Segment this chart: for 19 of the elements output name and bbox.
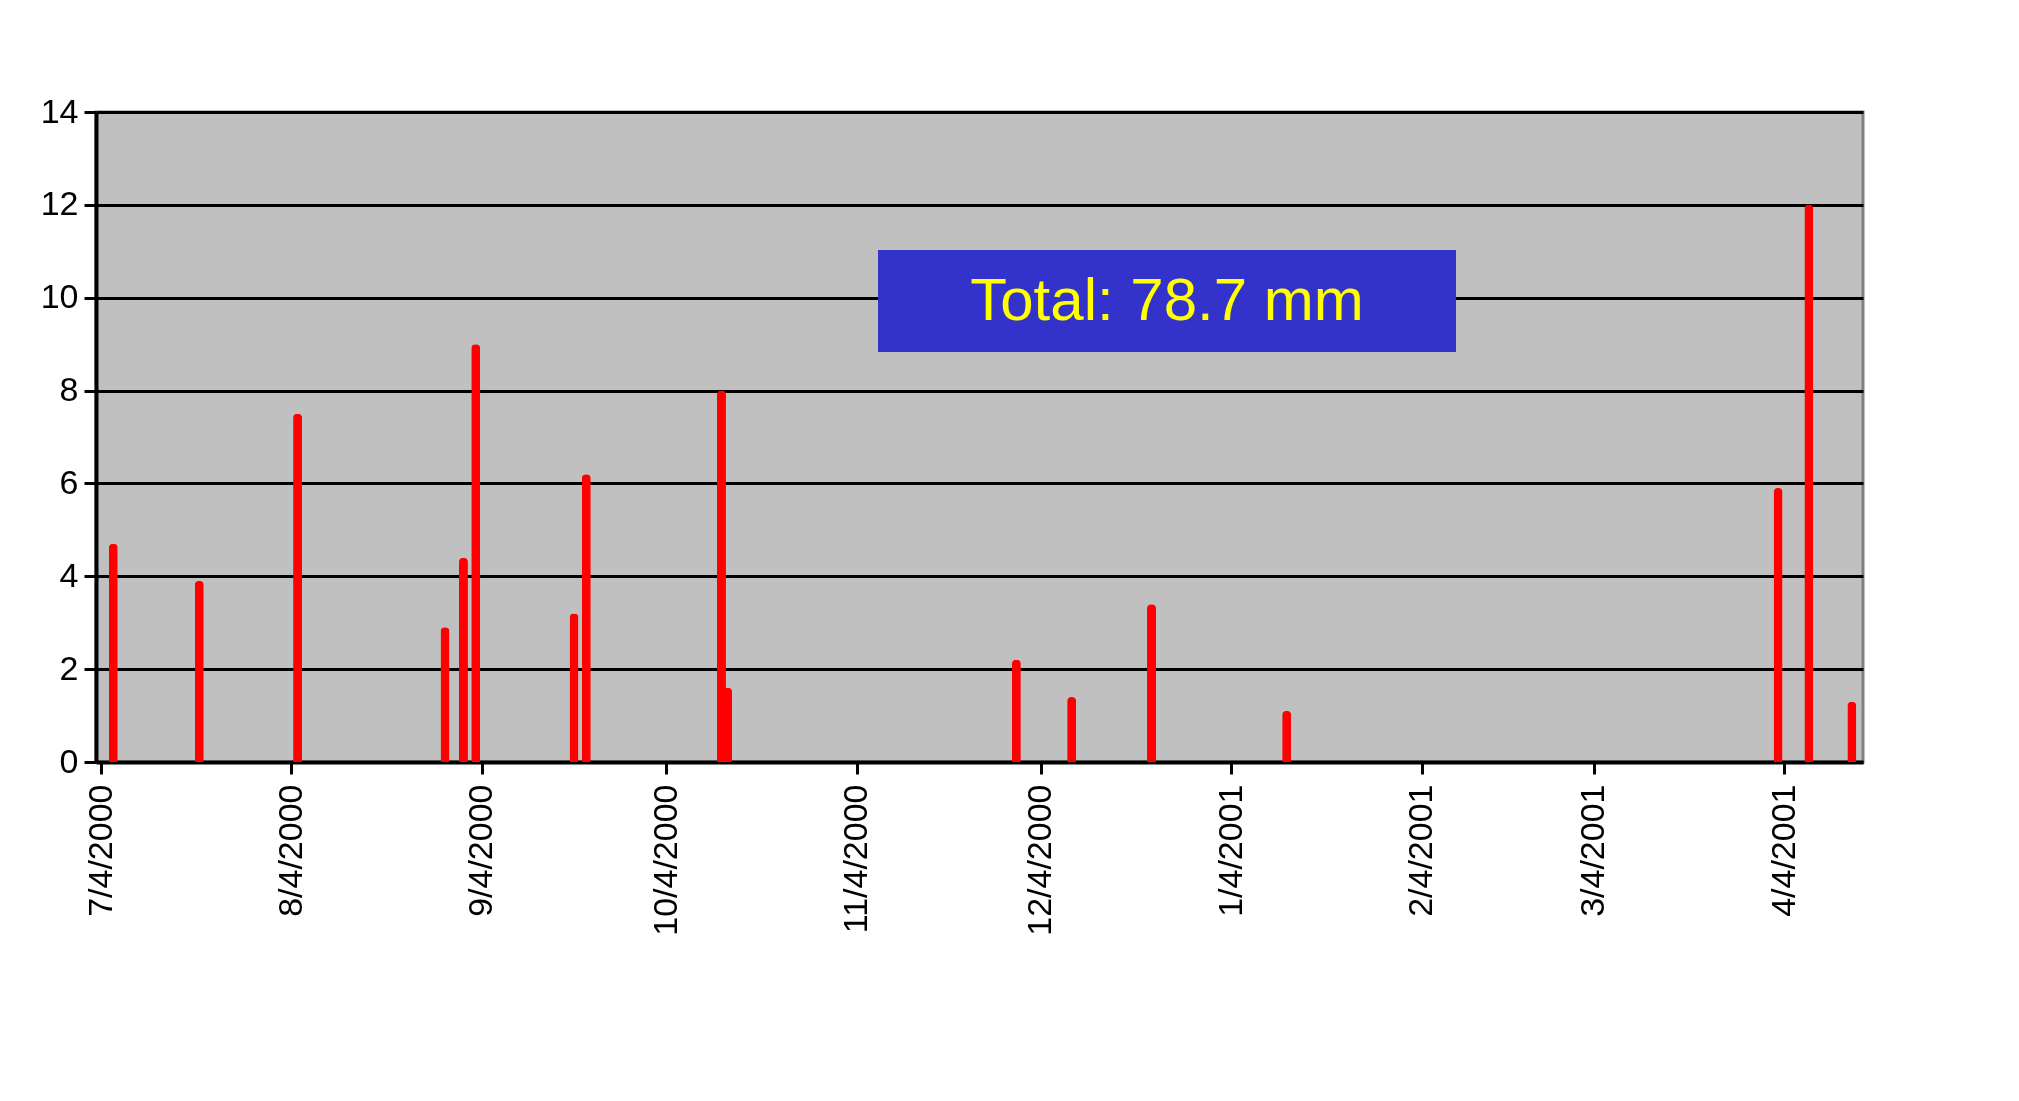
y-tick-label: 8 [59,370,79,409]
x-tick-label: 9/4/2000 [461,784,500,917]
x-tick-label: 10/4/2000 [645,784,684,936]
x-tick-label: 4/4/2001 [1763,784,1802,917]
x-tick-label: 11/4/2000 [836,784,875,934]
y-tick-label: 0 [59,741,79,780]
x-tick-label: 7/4/2000 [80,784,119,917]
y-tick-label: 6 [59,462,79,501]
y-tick-label: 4 [59,555,79,594]
x-tick-label: 2/4/2001 [1401,784,1440,917]
annotation: Total: 78.7 mm [970,266,1364,333]
x-tick-label: 8/4/2000 [270,784,309,917]
y-tick-label: 14 [40,91,79,130]
y-tick-label: 2 [59,648,79,687]
y-tick-label: 12 [40,184,79,223]
x-tick-label: 1/4/2001 [1210,784,1249,917]
y-tick-label: 10 [40,277,79,316]
x-tick-label: 3/4/2001 [1573,784,1612,917]
x-tick-label: 12/4/2000 [1020,784,1059,936]
